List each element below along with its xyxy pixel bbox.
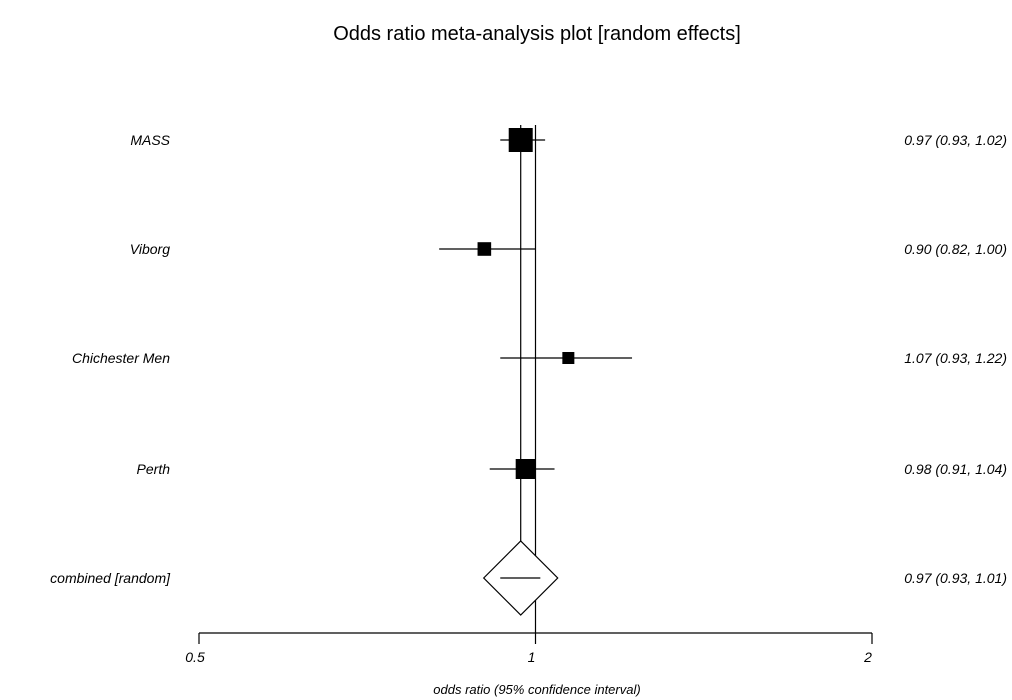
x-tick-label: 1 (528, 649, 536, 665)
effect-marker (515, 459, 536, 479)
study-name: Perth (137, 461, 171, 477)
study-name: Chichester Men (72, 350, 170, 366)
study-name: Viborg (130, 241, 170, 257)
effect-label: 1.07 (0.93, 1.22) (904, 350, 1007, 366)
x-tick-label: 0.5 (185, 649, 205, 665)
effect-label: 0.90 (0.82, 1.00) (904, 241, 1007, 257)
effect-label: 0.97 (0.93, 1.02) (904, 132, 1007, 148)
effect-marker (562, 352, 575, 364)
x-tick-label: 2 (863, 649, 872, 665)
x-axis-label: odds ratio (95% confidence interval) (433, 682, 640, 697)
x-axis: 0.5 1 2 (185, 632, 873, 665)
effect-marker (508, 128, 533, 152)
effect-marker (477, 242, 492, 256)
effect-label: 0.98 (0.91, 1.04) (904, 461, 1007, 477)
study-name: MASS (130, 132, 170, 148)
combined-name: combined [random] (50, 570, 171, 586)
study-rows: MASS 0.97 (0.93, 1.02) Viborg 0.90 (0.82, 1… (50, 125, 1007, 633)
chart-title: Odds ratio meta-analysis plot [random ef… (333, 23, 741, 45)
combined-label: 0.97 (0.93, 1.01) (904, 570, 1007, 586)
